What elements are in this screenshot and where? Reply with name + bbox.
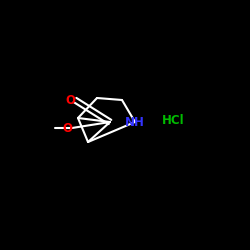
Text: O: O bbox=[65, 94, 75, 106]
Text: NH: NH bbox=[125, 116, 145, 128]
Text: HCl: HCl bbox=[162, 114, 184, 128]
Text: O: O bbox=[62, 122, 72, 134]
